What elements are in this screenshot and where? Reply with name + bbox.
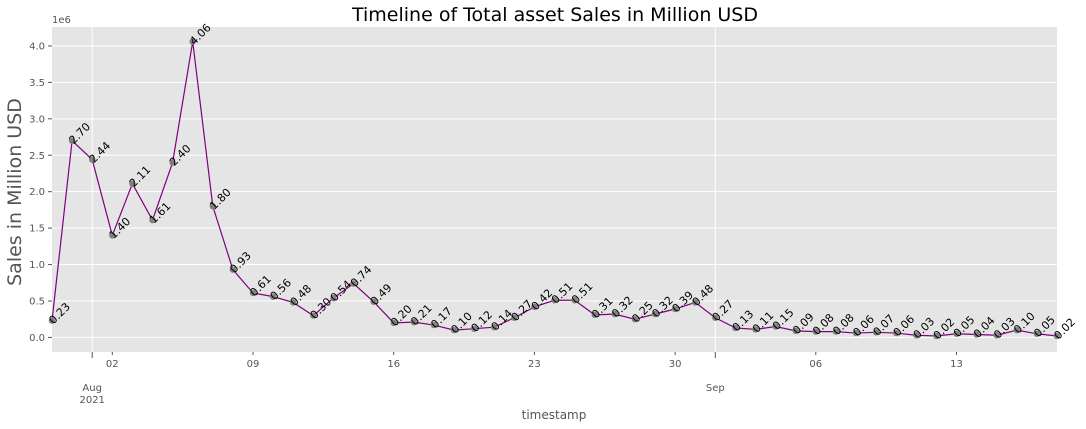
data-point bbox=[269, 293, 277, 300]
y-tick-label: 2.0 bbox=[29, 187, 45, 198]
data-point bbox=[410, 318, 417, 326]
data-point bbox=[792, 327, 799, 335]
data-point bbox=[591, 311, 598, 319]
data-point bbox=[953, 330, 960, 337]
y-axis-label: Sales in Million USD bbox=[4, 98, 26, 286]
data-point bbox=[933, 332, 940, 340]
x-minor-tick-label: 16 bbox=[387, 359, 400, 370]
x-major-tick-label: Aug bbox=[82, 383, 102, 394]
data-point bbox=[68, 137, 76, 144]
data-point bbox=[631, 316, 639, 323]
data-point bbox=[370, 298, 377, 305]
data-point bbox=[993, 332, 1000, 339]
data-point bbox=[109, 232, 116, 239]
chart-title: Timeline of Total asset Sales in Million… bbox=[351, 4, 758, 26]
x-minor-tick-label: 30 bbox=[669, 359, 682, 370]
data-point bbox=[812, 328, 819, 335]
data-point bbox=[390, 319, 397, 327]
data-point bbox=[209, 203, 216, 210]
data-point bbox=[1053, 332, 1061, 340]
data-point bbox=[290, 299, 297, 306]
x-major-tick-label: Sep bbox=[706, 383, 725, 394]
x-major-tick-sublabel: 2021 bbox=[79, 395, 104, 406]
data-point bbox=[571, 297, 578, 304]
data-point bbox=[692, 299, 699, 306]
data-point bbox=[531, 303, 538, 311]
data-point bbox=[189, 38, 196, 45]
data-point bbox=[852, 329, 860, 337]
y-tick-label: 3.5 bbox=[29, 78, 45, 89]
data-point bbox=[330, 294, 337, 302]
data-point bbox=[430, 321, 438, 329]
data-point bbox=[450, 326, 458, 334]
axes: 0.0 0.5 1.0 1.5 2.0 2.5 3.0 3.5 4.0 02 09 16 23 30 06 1… bbox=[29, 41, 963, 406]
data-point bbox=[229, 266, 237, 273]
data-point bbox=[611, 310, 618, 318]
data-point bbox=[149, 216, 156, 224]
data-point bbox=[89, 156, 96, 163]
data-point bbox=[832, 328, 840, 335]
data-point bbox=[470, 325, 478, 332]
data-point bbox=[1033, 330, 1041, 337]
data-point bbox=[671, 305, 679, 313]
x-minor-tick-label: 06 bbox=[809, 359, 822, 370]
data-point bbox=[893, 329, 900, 337]
data-point bbox=[511, 314, 518, 321]
data-point bbox=[913, 332, 920, 339]
data-point bbox=[249, 289, 257, 297]
x-minor-tick-label: 02 bbox=[106, 359, 119, 370]
data-point bbox=[350, 280, 357, 287]
data-point bbox=[772, 323, 779, 330]
y-tick-label: 1.5 bbox=[29, 224, 45, 235]
data-point bbox=[1013, 326, 1020, 334]
y-tick-label: 1.0 bbox=[29, 260, 45, 271]
y-axis-offset-label: 1e6 bbox=[52, 15, 71, 26]
data-point bbox=[129, 180, 136, 187]
data-point bbox=[491, 324, 498, 331]
y-tick-label: 3.0 bbox=[29, 114, 45, 125]
y-tick-label: 0.5 bbox=[29, 296, 45, 307]
data-point bbox=[752, 326, 759, 333]
x-minor-tick-label: 09 bbox=[247, 359, 260, 370]
data-point bbox=[551, 297, 558, 304]
x-axis-label: timestamp bbox=[522, 408, 587, 422]
data-point bbox=[973, 331, 980, 338]
data-point bbox=[310, 312, 317, 319]
y-tick-label: 4.0 bbox=[29, 41, 45, 52]
x-minor-tick-label: 13 bbox=[950, 359, 963, 370]
data-point bbox=[48, 317, 56, 324]
data-point bbox=[651, 310, 659, 318]
y-tick-label: 0.0 bbox=[29, 333, 45, 344]
sales-series bbox=[48, 38, 1061, 340]
data-point bbox=[732, 324, 739, 332]
data-point bbox=[169, 159, 176, 166]
data-point bbox=[872, 329, 880, 336]
y-tick-label: 2.5 bbox=[29, 151, 45, 162]
x-minor-tick-label: 23 bbox=[528, 359, 541, 370]
data-point bbox=[712, 314, 719, 321]
